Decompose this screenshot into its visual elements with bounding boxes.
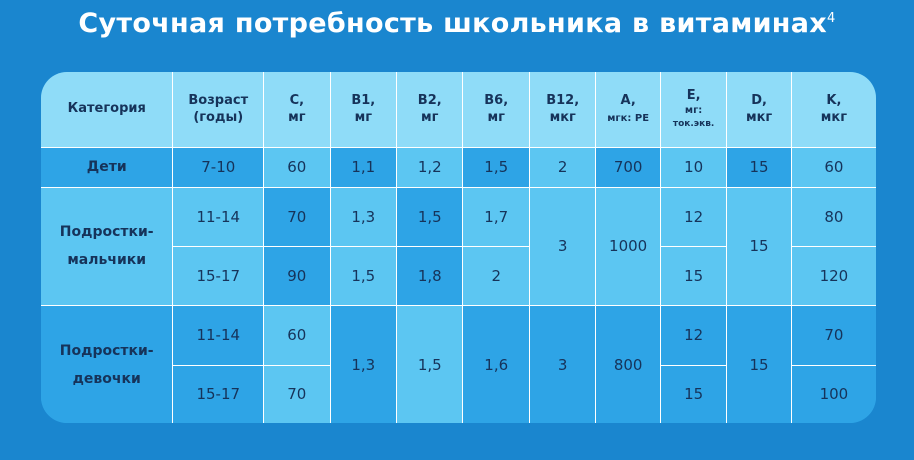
title-text: Суточная потребность школьника в витамин… [78, 8, 827, 39]
header-b12: B12, мкг [528, 72, 597, 148]
cell-b2: 1,8 [396, 245, 464, 307]
category-girls: Подростки-девочки [41, 305, 174, 423]
cell-k: 60 [790, 147, 876, 188]
table-row-boys-15-17: 15-17 90 1,5 1,8 2 15 120 [41, 245, 876, 307]
header-a-unit: мгк: РЕ [607, 112, 650, 124]
cell-b2: 1,2 [396, 147, 464, 188]
cell-k: 120 [790, 245, 876, 307]
category-girls-line1: Подростки- [59, 342, 154, 359]
cell-k: 70 [790, 305, 876, 366]
cell-c: 60 [263, 305, 331, 366]
header-b1-unit: мг [354, 109, 372, 125]
cell-e: 12 [659, 186, 728, 247]
cell-b6: 2 [462, 245, 530, 307]
header-age: Возраст (годы) [172, 72, 265, 148]
header-k-unit: мкг [820, 109, 848, 125]
category-boys-line1: Подростки- [59, 224, 154, 241]
category-children: Дети [41, 147, 174, 188]
cell-b2: 1,5 [396, 305, 464, 423]
vitamin-table-card: Категория Возраст (годы) C, мг B1, мг B2, мг… [41, 72, 876, 423]
header-e-unit-detail: ток.экв. [672, 119, 715, 130]
cell-d: 15 [726, 147, 792, 188]
header-b6-unit: мг [487, 109, 505, 125]
table-row-children: Дети 7-10 60 1,1 1,2 1,5 2 700 10 15 60 [41, 147, 876, 188]
header-c-unit: мг [288, 109, 306, 125]
title-footnote-mark: 4 [827, 11, 836, 26]
header-k-label: K, [826, 93, 842, 109]
cell-a: 1000 [595, 186, 661, 306]
cell-a: 700 [595, 147, 661, 188]
cell-c: 60 [263, 147, 331, 188]
cell-b1: 1,3 [329, 305, 398, 423]
header-e-unit: мг: [684, 104, 703, 116]
cell-b12: 2 [528, 147, 597, 188]
header-row: Категория Возраст (годы) C, мг B1, мг B2, мг… [41, 72, 876, 148]
cell-age: 7-10 [172, 147, 265, 188]
header-age-label: Возраст [188, 93, 249, 109]
header-b2-unit: мг [421, 109, 439, 125]
cell-e: 12 [659, 305, 728, 366]
header-age-unit: (годы) [193, 109, 244, 125]
cell-age: 11-14 [172, 186, 265, 247]
cell-c: 70 [263, 186, 331, 247]
category-boys: Подростки-мальчики [41, 186, 174, 306]
cell-e: 15 [659, 364, 728, 423]
cell-e: 10 [659, 147, 728, 188]
category-boys-line2: мальчики [67, 252, 147, 269]
cell-age: 15-17 [172, 245, 265, 307]
header-category: Категория [41, 72, 174, 148]
header-b12-unit: мкг [549, 109, 576, 125]
header-d-unit: мкг [745, 109, 773, 125]
cell-age: 15-17 [172, 364, 265, 423]
category-girls-line2: девочки [72, 370, 141, 387]
header-e: E, мг: ток.экв. [659, 72, 728, 148]
cell-b1: 1,3 [329, 186, 398, 247]
header-a: A, мгк: РЕ [595, 72, 661, 148]
cell-b1: 1,5 [329, 245, 398, 307]
header-b2: B2, мг [396, 72, 464, 148]
cell-k: 100 [790, 364, 876, 423]
header-a-label: A, [620, 93, 636, 109]
cell-a: 800 [595, 305, 661, 423]
cell-age: 11-14 [172, 305, 265, 366]
cell-e: 15 [659, 245, 728, 307]
header-b1-label: B1, [351, 93, 376, 109]
header-d: D, мкг [726, 72, 792, 148]
cell-c: 70 [263, 364, 331, 423]
cell-b1: 1,1 [329, 147, 398, 188]
cell-b2: 1,5 [396, 186, 464, 247]
table-row-girls-11-14: Подростки-девочки 11-14 60 1,3 1,5 1,6 3… [41, 305, 876, 423]
cell-b6: 1,7 [462, 186, 530, 247]
header-k: K, мкг [790, 72, 876, 148]
cell-k: 80 [790, 186, 876, 247]
table-row-girls-15-17: 15-17 70 15 100 [41, 364, 876, 423]
header-category-label: Категория [67, 101, 146, 117]
header-d-label: D, [751, 93, 767, 109]
vitamin-table: Категория Возраст (годы) C, мг B1, мг B2, мг… [41, 72, 876, 423]
cell-b6: 1,5 [462, 147, 530, 188]
header-b2-label: B2, [417, 93, 442, 109]
cell-b12: 3 [528, 186, 597, 306]
cell-d: 15 [726, 186, 792, 306]
header-c: C, мг [263, 72, 331, 148]
cell-b6: 1,6 [462, 305, 530, 423]
header-b12-label: B12, [546, 93, 580, 109]
header-e-label: E, [686, 88, 701, 104]
table-row-boys-11-14: Подростки-мальчики 11-14 70 1,3 1,5 1,7 … [41, 186, 876, 306]
cell-c: 90 [263, 245, 331, 307]
header-c-label: C, [289, 93, 305, 109]
cell-d: 15 [726, 305, 792, 423]
page-title: Суточная потребность школьника в витамин… [0, 8, 914, 39]
header-b6: B6, мг [462, 72, 530, 148]
cell-b12: 3 [528, 305, 597, 423]
header-b6-label: B6, [484, 93, 509, 109]
header-b1: B1, мг [329, 72, 398, 148]
